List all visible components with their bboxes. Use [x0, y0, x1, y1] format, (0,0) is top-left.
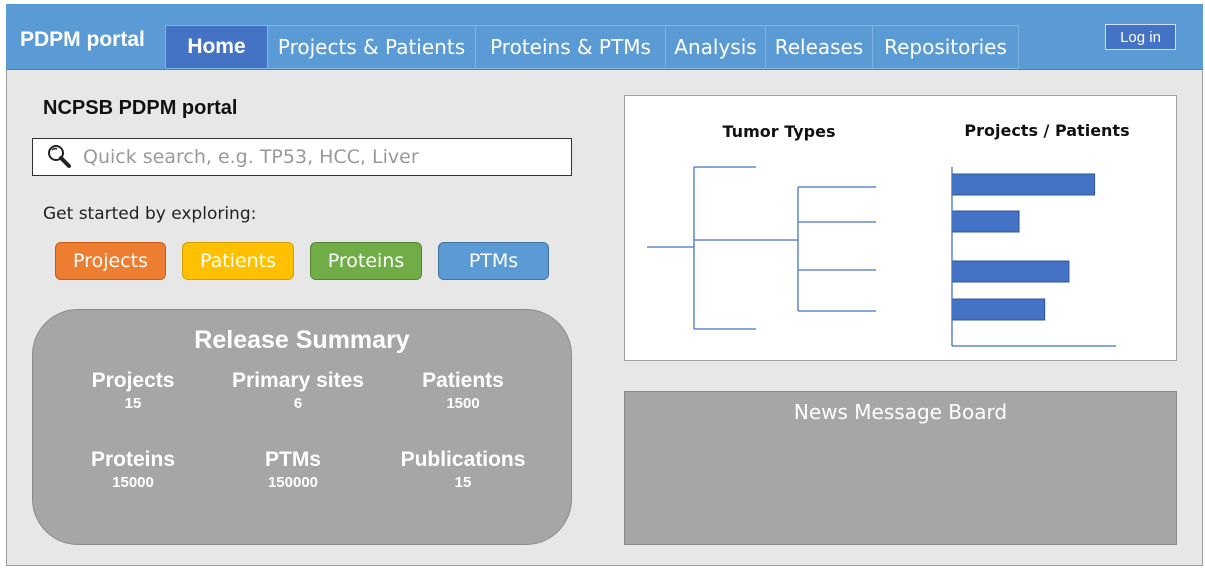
- tab-repositories[interactable]: Repositories: [873, 25, 1019, 69]
- tab-releases[interactable]: Releases: [766, 25, 873, 69]
- ptms-button[interactable]: PTMs: [438, 242, 549, 280]
- tumor-types-title: Tumor Types: [723, 122, 836, 141]
- search-box: [32, 138, 572, 176]
- stat-value: 15: [124, 395, 142, 412]
- projects-button[interactable]: Projects: [55, 242, 166, 280]
- search-icon: [48, 145, 71, 168]
- stat-label: Proteins: [90, 448, 176, 471]
- proteins-button[interactable]: Proteins: [310, 242, 422, 280]
- stat-projects: Projects 15: [43, 369, 223, 412]
- news-title: News Message Board: [793, 400, 1008, 424]
- bar-4[interactable]: [951, 298, 1046, 321]
- tab-analysis[interactable]: Analysis: [666, 25, 766, 69]
- tab-projects-patients[interactable]: Projects & Patients: [268, 25, 476, 69]
- login-button[interactable]: Log in: [1105, 24, 1176, 50]
- chart-panel: Tumor Types Projects / Patients: [624, 95, 1177, 361]
- tab-proteins-ptms[interactable]: Proteins & PTMs: [476, 25, 666, 69]
- bar-3[interactable]: [951, 260, 1070, 283]
- stat-proteins: Proteins 15000: [43, 448, 223, 491]
- release-summary-panel: Release Summary Projects 15 Primary site…: [32, 309, 572, 545]
- bar-axes: [951, 167, 1116, 347]
- news-message-board: News Message Board: [624, 391, 1177, 545]
- main-nav: Home Projects & Patients Proteins & PTMs…: [165, 25, 1019, 69]
- patients-button[interactable]: Patients: [182, 242, 294, 280]
- explore-label: Get started by exploring:: [43, 204, 257, 224]
- stat-label: Primary sites: [232, 369, 364, 392]
- stat-value: 6: [293, 395, 303, 412]
- projects-patients-bars: [951, 173, 1096, 321]
- search-input[interactable]: [81, 145, 571, 169]
- page-title: NCPSB PDPM portal: [43, 97, 238, 119]
- stat-value: 15: [454, 474, 472, 491]
- tab-home[interactable]: Home: [165, 25, 268, 69]
- stat-publications: Publications 15: [373, 448, 553, 491]
- bar-2[interactable]: [951, 210, 1020, 233]
- stat-value: 1500: [446, 395, 480, 412]
- tumor-types-tree[interactable]: [647, 166, 876, 330]
- stat-ptms: PTMs 150000: [203, 448, 383, 491]
- stat-label: PTMs: [264, 448, 321, 471]
- projects-patients-title: Projects / Patients: [964, 121, 1129, 140]
- stat-primary-sites: Primary sites 6: [208, 369, 388, 412]
- stat-value: 15000: [112, 474, 154, 491]
- stat-label: Patients: [422, 369, 504, 392]
- stat-value: 150000: [267, 474, 319, 491]
- stat-label: Projects: [91, 369, 175, 392]
- stat-patients: Patients 1500: [373, 369, 553, 412]
- chart-canvas: Tumor Types Projects / Patients: [647, 121, 1130, 347]
- release-summary-title: Release Summary: [194, 326, 410, 354]
- brand-logo-text[interactable]: PDPM portal: [20, 28, 145, 51]
- bar-1[interactable]: [951, 173, 1096, 196]
- stat-label: Publications: [400, 448, 526, 471]
